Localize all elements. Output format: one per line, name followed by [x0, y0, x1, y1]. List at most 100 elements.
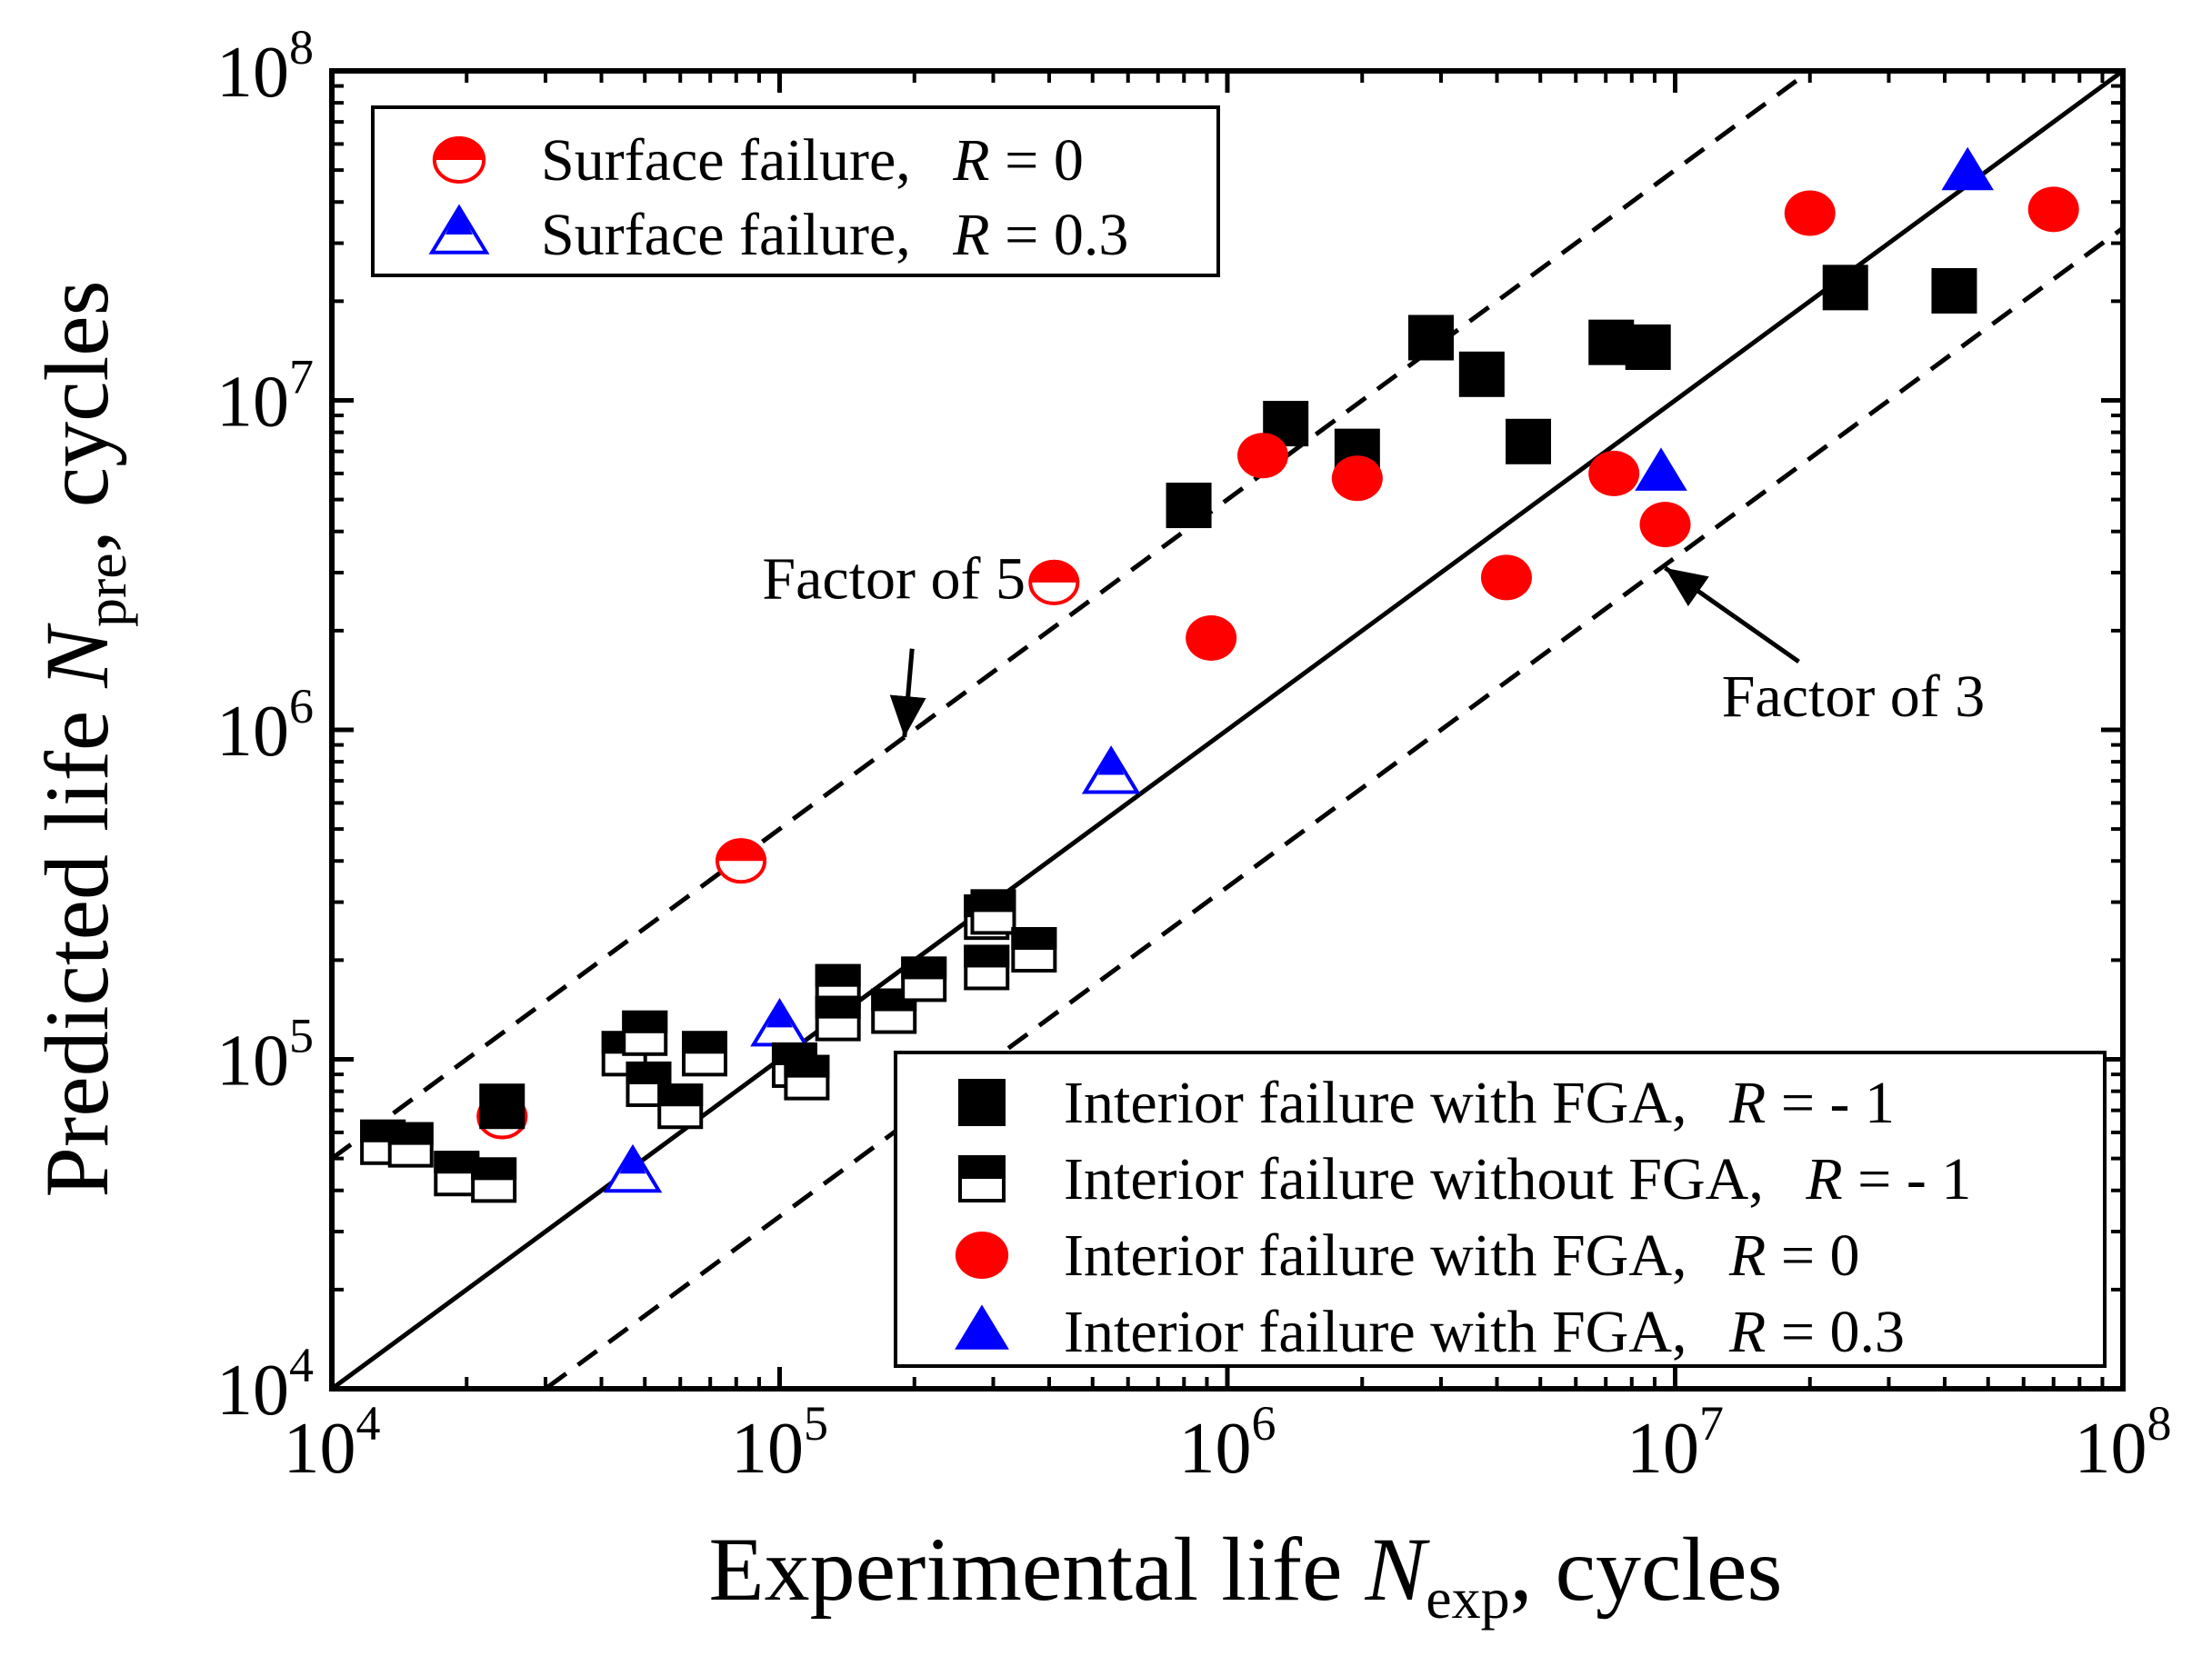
data-point-s4	[434, 1151, 480, 1197]
data-point-s4-fill	[471, 1157, 517, 1181]
data-point-s4	[970, 889, 1016, 935]
legend-box	[371, 105, 1220, 277]
legend-marker-s6-shape	[955, 1304, 1009, 1350]
data-point-s3	[1166, 483, 1212, 529]
legends: Surface failure, R = 0 Surface failure, R…	[371, 105, 2107, 1368]
data-point-s6	[1941, 146, 1994, 191]
data-point-s3	[1931, 267, 1977, 314]
legend-marker-s2-fill	[445, 207, 473, 234]
legend-marker-s3	[958, 1079, 1006, 1126]
data-point-s3	[479, 1083, 525, 1130]
data-point-s4-fill	[622, 1010, 668, 1033]
data-point-s1-fill	[1028, 559, 1080, 583]
data-point-s5	[1236, 433, 1288, 479]
data-point-s5-shape	[2027, 186, 2079, 233]
top-left-legend: Surface failure, R = 0 Surface failure, R…	[371, 105, 1220, 277]
data-point-s4	[1011, 926, 1057, 973]
data-point-s2-fill	[619, 1147, 646, 1174]
data-point-s6-shape	[1635, 447, 1687, 491]
data-point-s4	[622, 1010, 668, 1056]
data-point-s4-fill	[901, 956, 947, 980]
data-point-s4-fill	[626, 1061, 672, 1084]
data-point-s5-shape	[1588, 450, 1640, 496]
reference-line-upper	[332, 71, 1814, 1161]
legend-marker-s4-fill	[958, 1155, 1006, 1179]
y-tick-label: 105	[216, 1009, 314, 1102]
x-tick-label: 108	[2075, 1396, 2172, 1489]
data-point-s4-fill	[784, 1054, 830, 1078]
data-point-s3-shape	[1625, 324, 1671, 371]
legend-marker-s6	[955, 1304, 1009, 1350]
data-point-s3-shape	[1822, 264, 1868, 311]
data-point-s4-fill	[815, 963, 861, 987]
legend-label-s3: Interior failure with FGA, R = - 1	[1064, 1070, 1895, 1136]
x-tick-label: 104	[284, 1396, 381, 1489]
y-tick-label: 107	[216, 350, 314, 443]
legend-box	[894, 1051, 2107, 1368]
data-point-s4	[901, 956, 947, 1003]
data-point-s2	[603, 1143, 663, 1193]
data-point-s4-fill	[1011, 926, 1057, 950]
data-point-s3-shape	[1931, 267, 1977, 314]
legend-marker-s3-shape	[958, 1079, 1006, 1126]
data-point-s1	[716, 838, 767, 884]
legend-label-s2: Surface failure, R = 0.3	[541, 202, 1128, 268]
legend-marker-s5-shape	[955, 1232, 1009, 1279]
y-tick-label: 106	[216, 679, 314, 772]
data-point-s3	[1408, 314, 1455, 361]
data-point-s2-fill	[766, 1001, 793, 1028]
data-point-s4	[471, 1157, 517, 1203]
data-points	[360, 146, 2079, 1203]
data-point-s5-shape	[1331, 455, 1383, 502]
data-point-s4-fill	[970, 889, 1016, 913]
data-point-s4	[387, 1122, 434, 1168]
data-point-s3-shape	[1458, 351, 1505, 397]
data-point-s5-shape	[1784, 190, 1836, 236]
legend-label-s4: Interior failure without FGA, R = - 1	[1064, 1146, 1971, 1212]
legend-label-s1: Surface failure, R = 0	[541, 127, 1084, 194]
data-point-s2	[1081, 745, 1141, 794]
data-point-s6	[1635, 447, 1687, 491]
data-point-s5	[2027, 186, 2079, 233]
data-point-s2-fill	[1097, 749, 1125, 775]
annotations: Factor of 5 Factor of 3	[762, 546, 1985, 738]
legend-marker-s1	[432, 136, 486, 184]
data-point-s5-shape	[1639, 502, 1691, 548]
legend-marker-s4	[958, 1155, 1006, 1202]
legend-marker-s5	[955, 1232, 1009, 1279]
y-tick-label: 108	[216, 20, 314, 113]
data-point-s5-shape	[1480, 554, 1532, 601]
data-point-s3	[1458, 351, 1505, 397]
data-point-s4-fill	[387, 1122, 434, 1145]
data-point-s5-shape	[1236, 433, 1288, 479]
x-tick-label: 105	[731, 1396, 828, 1489]
bottom-right-legend: Interior failure with FGA, R = - 1 Interi…	[894, 1051, 2107, 1368]
data-point-s3-shape	[1166, 483, 1212, 529]
reference-line-lower	[541, 225, 2123, 1389]
data-point-s4	[657, 1083, 704, 1130]
legend-marker-s1-fill	[432, 136, 486, 160]
data-point-s4-fill	[657, 1083, 704, 1107]
data-point-s5	[1480, 554, 1532, 601]
legend-label-s6: Interior failure with FGA, R = 0.3	[1064, 1299, 1905, 1365]
x-axis-title: Experimental life Nexp, cycles	[709, 1519, 1783, 1631]
data-point-s3	[1506, 418, 1552, 464]
data-point-s3-shape	[479, 1083, 525, 1130]
data-point-s4-fill	[964, 944, 1010, 968]
legend-marker-s2	[428, 204, 490, 254]
data-point-s5	[1639, 502, 1691, 548]
data-point-s1	[1028, 559, 1080, 605]
data-point-s3-shape	[1506, 418, 1552, 464]
legend-label-s5: Interior failure with FGA, R = 0	[1064, 1222, 1860, 1289]
data-point-s4-fill	[682, 1031, 728, 1054]
annotation-label-1: Factor of 5	[762, 546, 1026, 613]
data-point-s5	[1331, 455, 1383, 502]
data-point-s6-shape	[1941, 146, 1994, 191]
annotation-arrow-2	[1664, 565, 1800, 664]
data-point-s3	[1822, 264, 1868, 311]
data-point-s3-shape	[1408, 314, 1455, 361]
data-point-s3	[1625, 324, 1671, 371]
data-point-s5	[1588, 450, 1640, 496]
